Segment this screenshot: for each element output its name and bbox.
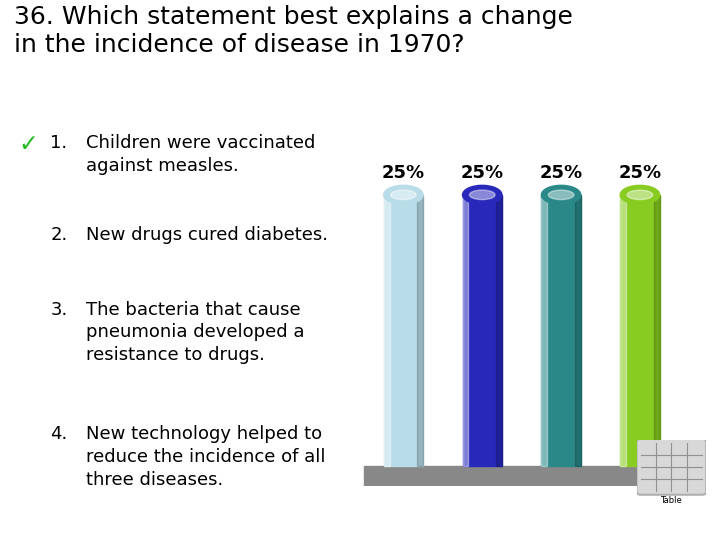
Ellipse shape <box>384 185 423 204</box>
Ellipse shape <box>541 185 581 204</box>
Bar <box>462 195 502 467</box>
Bar <box>496 195 502 467</box>
Bar <box>541 195 547 467</box>
Bar <box>541 195 581 467</box>
Bar <box>364 467 672 486</box>
Text: ✓: ✓ <box>18 132 37 156</box>
Text: 25%: 25% <box>539 164 582 182</box>
Ellipse shape <box>620 185 660 204</box>
Bar <box>620 195 660 467</box>
Text: Children were vaccinated
against measles.: Children were vaccinated against measles… <box>86 134 316 175</box>
Ellipse shape <box>462 185 502 204</box>
Bar <box>654 195 660 467</box>
Bar <box>620 195 626 467</box>
Bar <box>462 195 469 467</box>
Text: New technology helped to
reduce the incidence of all
three diseases.: New technology helped to reduce the inci… <box>86 426 326 489</box>
Text: 25%: 25% <box>618 164 662 182</box>
Text: 36. Which statement best explains a change
in the incidence of disease in 1970?: 36. Which statement best explains a chan… <box>14 5 573 57</box>
Text: New drugs cured diabetes.: New drugs cured diabetes. <box>86 226 328 244</box>
Text: 25%: 25% <box>382 164 425 182</box>
Bar <box>384 195 423 467</box>
Ellipse shape <box>548 190 574 200</box>
Bar <box>417 195 423 467</box>
Text: Table: Table <box>660 496 683 505</box>
Ellipse shape <box>627 190 653 200</box>
Bar <box>575 195 581 467</box>
Bar <box>384 195 390 467</box>
Text: 4.: 4. <box>50 426 68 443</box>
Text: 2.: 2. <box>50 226 68 244</box>
Text: 25%: 25% <box>461 164 504 182</box>
Text: 1.: 1. <box>50 134 68 152</box>
Text: 3.: 3. <box>50 300 68 319</box>
Text: The bacteria that cause
pneumonia developed a
resistance to drugs.: The bacteria that cause pneumonia develo… <box>86 300 305 364</box>
Ellipse shape <box>390 190 416 200</box>
FancyBboxPatch shape <box>636 439 706 495</box>
Ellipse shape <box>469 190 495 200</box>
